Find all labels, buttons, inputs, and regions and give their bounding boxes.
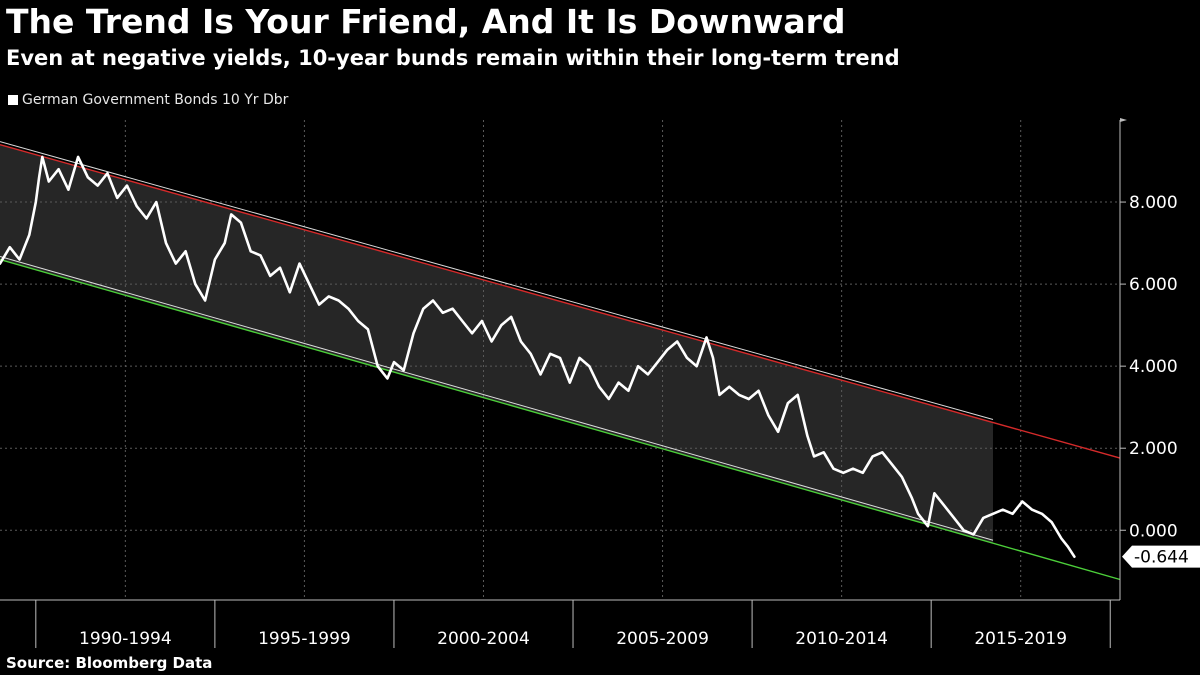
- source-note: Source: Bloomberg Data: [6, 654, 213, 672]
- chart-subtitle: Even at negative yields, 10-year bunds r…: [6, 46, 900, 70]
- upper-channel-edge: [0, 141, 994, 420]
- legend-swatch: [8, 95, 18, 105]
- last-value-label: -0.644: [1134, 548, 1189, 568]
- x-category-label-0: 1990-1994: [79, 629, 172, 649]
- lower-trend-line: [0, 258, 1121, 581]
- y-tick-label-1: 2.000: [1129, 439, 1178, 459]
- x-category-label-3: 2005-2009: [616, 629, 709, 649]
- y-tick-label-3: 6.000: [1129, 275, 1178, 295]
- x-category-label-1: 1995-1999: [258, 629, 351, 649]
- y-axis-arrow: [1120, 118, 1127, 122]
- x-category-label-5: 2015-2019: [974, 629, 1067, 649]
- y-tick-label-0: 0.000: [1129, 521, 1178, 541]
- y-tick-label-4: 8.000: [1129, 193, 1178, 213]
- last-value-badge: [1122, 545, 1200, 568]
- x-category-label-4: 2010-2014: [795, 629, 888, 649]
- legend-label: German Government Bonds 10 Yr Dbr: [22, 92, 289, 108]
- trend-channel-fill: [0, 144, 994, 544]
- lower-channel-edge: [0, 256, 994, 541]
- y-tick-label-2: 4.000: [1129, 357, 1178, 377]
- legend: German Government Bonds 10 Yr Dbr: [8, 92, 288, 108]
- upper-trend-line: [0, 143, 1121, 459]
- chart-title: The Trend Is Your Friend, And It Is Down…: [6, 2, 846, 41]
- series-line-bund-yield: [0, 155, 1076, 558]
- x-category-label-2: 2000-2004: [437, 629, 530, 649]
